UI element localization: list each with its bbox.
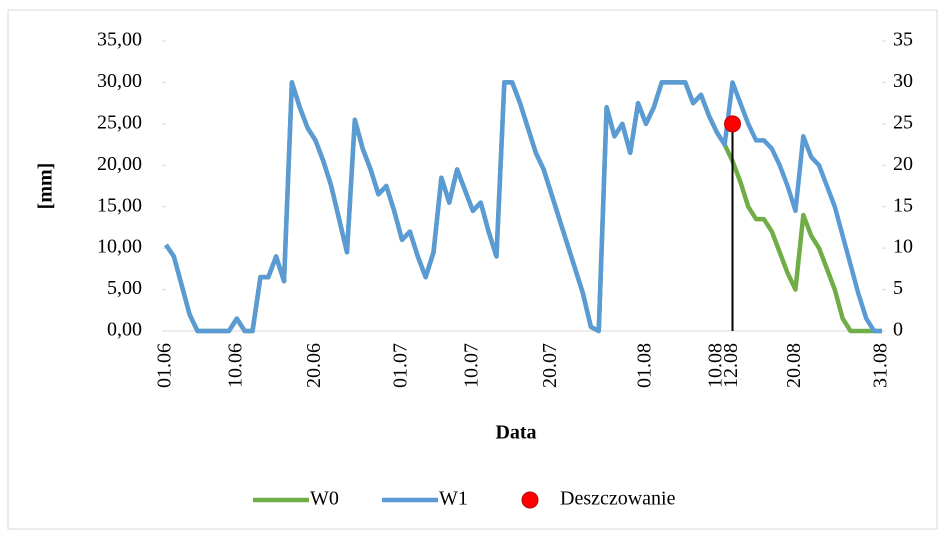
x-tick-label: 01.06 [154, 343, 176, 388]
x-tick-label: 10.07 [460, 343, 482, 388]
x-tick-label: 10.08 [704, 343, 726, 388]
y-tick-label: 25,00 [97, 111, 142, 133]
chart-border [7, 9, 938, 530]
y-tick-label: 15,00 [97, 194, 142, 216]
y2-tick-label: 30 [893, 70, 913, 92]
legend-label: W1 [439, 488, 468, 510]
legend-marker [521, 491, 539, 509]
series-line [164, 80, 882, 334]
y2-tick-label: 20 [893, 153, 913, 175]
y2-tick-label: 5 [893, 277, 903, 299]
legend-label: W0 [310, 488, 339, 510]
y-tick-label: 0,00 [107, 319, 142, 341]
x-tick-label: 31.08 [870, 343, 892, 388]
y-axis-label: [mm] [35, 163, 57, 210]
y-tick-label: 20,00 [97, 153, 142, 175]
legend-label: Deszczowanie [560, 488, 676, 510]
y2-tick-label: 10 [893, 236, 913, 258]
x-tick-label: 12.08 [720, 343, 742, 388]
x-tick-label: 01.07 [390, 343, 412, 388]
y2-tick-label: 25 [893, 111, 913, 133]
y-tick-label: 5,00 [107, 277, 142, 299]
x-tick-label: 20.06 [303, 343, 325, 388]
point [724, 115, 742, 133]
y-tick-label: 30,00 [97, 70, 142, 92]
y-tick-label: 10,00 [97, 236, 142, 258]
y2-tick-label: 35 [893, 29, 913, 51]
x-tick-label: 20.08 [783, 343, 805, 388]
x-tick-label: 01.08 [634, 343, 656, 388]
y2-tick-label: 0 [893, 319, 903, 341]
y2-tick-label: 15 [893, 194, 913, 216]
y-tick-label: 35,00 [97, 29, 142, 51]
x-tick-label: 20.07 [539, 343, 561, 388]
x-axis-label: Data [495, 422, 536, 444]
x-tick-label: 10.06 [224, 343, 246, 388]
